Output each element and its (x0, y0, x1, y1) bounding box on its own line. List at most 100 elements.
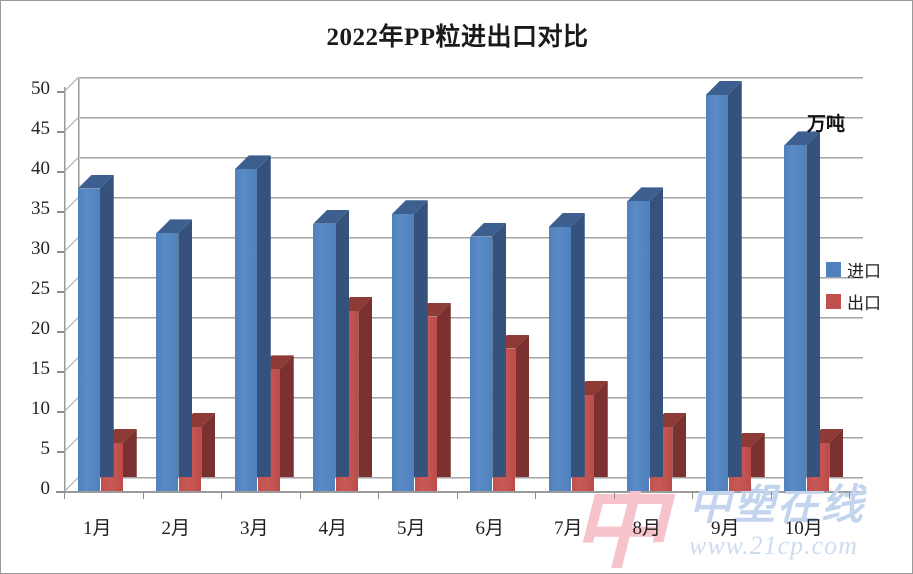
y-axis-tick (57, 291, 64, 293)
y-axis-tick (57, 411, 64, 413)
bar-side-face (178, 219, 193, 477)
x-axis-tick (535, 492, 536, 499)
y-grid-depth-edge (64, 437, 79, 452)
bar-imports[interactable] (784, 131, 821, 491)
y-grid-depth-edge (64, 277, 79, 292)
chart-title: 2022年PP粒进出口对比 (326, 24, 589, 51)
bar-side-face (649, 187, 664, 477)
bar-side-face (201, 413, 216, 477)
bar-imports[interactable] (627, 187, 664, 491)
bar-front-face (548, 227, 571, 491)
chart-legend: 进口 出口 (826, 253, 906, 317)
y-axis-label: 20 (31, 318, 50, 339)
y-axis-tick (57, 371, 64, 373)
y-grid-depth-edge (64, 357, 79, 372)
y-grid-depth-edge (64, 237, 79, 252)
bar-imports[interactable] (391, 200, 428, 491)
bar-side-face (570, 213, 585, 477)
bar-imports[interactable] (156, 219, 193, 491)
bar-side-face (515, 334, 530, 477)
x-axis-tick (299, 492, 301, 499)
bar-side-face (727, 81, 742, 477)
x-axis-tick (378, 492, 379, 499)
bar-front-face (627, 201, 650, 491)
x-axis-label-4: 4月 (318, 518, 347, 539)
bar-side-face (256, 155, 271, 477)
y-grid-depth-edge (64, 77, 79, 92)
bar-side-face (672, 413, 687, 477)
y-axis-label: 45 (31, 118, 50, 139)
bar-side-face (413, 200, 428, 477)
y-grid-depth-edge (64, 197, 79, 212)
bar-front-face (391, 214, 414, 491)
bar-front-face (77, 188, 100, 491)
x-axis-label-2: 2月 (161, 518, 190, 539)
y-grid-depth-edge (64, 397, 79, 412)
x-axis-label-7: 7月 (553, 518, 583, 539)
y-axis-tick (57, 211, 64, 213)
gridline (78, 197, 863, 199)
y-grid-depth-edge (64, 117, 79, 132)
legend-swatch-imports-icon (826, 261, 841, 277)
y-axis-tick (57, 251, 64, 253)
bar-front-face (784, 145, 807, 491)
bar-side-face (829, 429, 844, 477)
bar-side-face (335, 209, 350, 477)
x-axis-label-10: 10月 (784, 518, 823, 539)
legend-label-exports: 出口 (847, 293, 881, 313)
gridline (78, 117, 863, 119)
y-grid-depth-edge (64, 317, 79, 332)
gridline (78, 77, 863, 79)
x-axis-tick (849, 492, 850, 499)
bar-front-face (156, 233, 179, 491)
x-axis-tick (692, 492, 693, 499)
bar-front-face (705, 95, 728, 491)
x-axis-label-8: 8月 (632, 518, 661, 539)
bar-imports[interactable] (705, 81, 742, 491)
y-axis-label: 10 (31, 398, 50, 419)
bar-imports[interactable] (548, 213, 585, 491)
unit-annotation: 万吨 (807, 114, 846, 136)
y-axis-label: 35 (31, 198, 50, 219)
x-axis-tick (64, 492, 65, 499)
y-axis-label: 25 (31, 278, 50, 299)
bar-imports[interactable] (234, 155, 271, 491)
bar-imports[interactable] (470, 222, 507, 491)
y-axis-tick (57, 331, 64, 333)
bar-side-face (358, 297, 373, 477)
bar-front-face (234, 169, 257, 491)
x-axis-label-6: 6月 (475, 518, 504, 539)
legend-item-imports[interactable]: 进口 (826, 253, 906, 285)
x-axis-line (56, 491, 861, 493)
x-axis-tick (456, 492, 458, 499)
bar-imports[interactable] (77, 174, 114, 491)
bar-front-face (470, 236, 493, 491)
bar-side-face (750, 433, 765, 477)
y-axis-label: 50 (31, 78, 50, 99)
bar-front-face (313, 223, 336, 491)
bar-side-face (436, 302, 451, 477)
gridline (78, 157, 863, 159)
x-axis-label-9: 9月 (710, 518, 740, 539)
y-grid-depth-edge (64, 157, 79, 172)
y-axis-tick (57, 91, 64, 93)
x-axis-tick (142, 492, 144, 499)
legend-swatch-exports-icon (826, 293, 841, 309)
x-axis-label-5: 5月 (396, 518, 426, 539)
x-axis-label-3: 3月 (239, 518, 269, 539)
bar-side-face (593, 381, 608, 477)
bar-imports[interactable] (313, 209, 350, 491)
bar-side-face (806, 131, 821, 477)
y-axis-label: 30 (31, 238, 50, 259)
y-axis-tick (57, 171, 64, 173)
y-axis-line (64, 87, 66, 493)
x-axis-tick (770, 492, 772, 499)
y-axis-label: 40 (31, 158, 50, 179)
floor-depth-edge (64, 477, 79, 492)
x-axis-tick (221, 492, 222, 499)
legend-item-exports[interactable]: 出口 (826, 285, 906, 317)
y-axis-tick (57, 451, 64, 453)
x-axis-tick (613, 492, 615, 499)
